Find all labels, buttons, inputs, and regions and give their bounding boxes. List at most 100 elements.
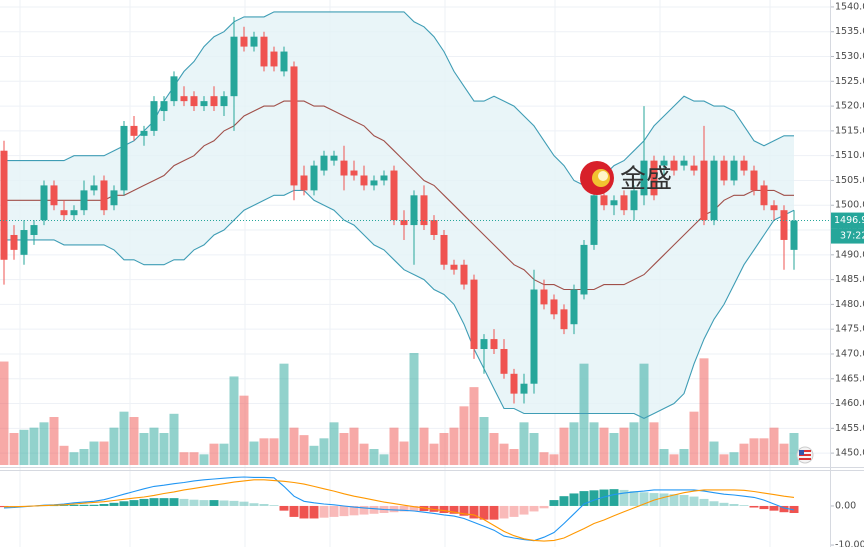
candle-body	[170, 76, 178, 102]
candle-body	[340, 160, 348, 176]
macd-histogram-bar	[779, 505, 789, 513]
candle-body	[160, 101, 168, 112]
macd-histogram-bar	[509, 505, 519, 517]
macd-histogram-bar	[409, 505, 419, 512]
macd-histogram-bar	[709, 501, 719, 506]
candle-body	[140, 130, 148, 136]
y-tick-label: 1480.00	[835, 299, 864, 310]
volume-bar	[0, 361, 9, 465]
candle-body	[10, 234, 18, 250]
candle-body	[710, 160, 718, 221]
y-tick-label: 1470.00	[835, 348, 864, 359]
candle-body	[560, 309, 568, 330]
candle-body	[700, 160, 708, 221]
candle-body	[60, 210, 68, 216]
volume-bar	[289, 427, 299, 465]
macd-histogram-bar	[89, 504, 99, 506]
candle-body	[40, 185, 48, 221]
volume-bar	[479, 417, 489, 465]
macd-histogram-bar	[309, 505, 319, 519]
macd-histogram-bar	[369, 505, 379, 514]
y-tick-label: 1455.00	[835, 423, 864, 434]
macd-histogram-bar	[129, 500, 139, 506]
candle-body	[410, 195, 418, 226]
volume-bar	[389, 427, 399, 465]
volume-bar	[379, 454, 389, 465]
volume-bar	[49, 417, 59, 465]
macd-histogram-bar	[479, 505, 489, 520]
volume-bar	[689, 411, 699, 465]
volume-bar	[679, 449, 689, 465]
macd-histogram-bar	[619, 489, 629, 506]
volume-bar	[439, 433, 449, 465]
volume-bar	[169, 413, 179, 465]
volume-bar	[469, 387, 479, 465]
candle-body	[450, 264, 458, 270]
macd-histogram-bar	[229, 500, 239, 506]
flag-stripe	[799, 450, 811, 452]
volume-bar	[269, 438, 279, 465]
candle-body	[520, 383, 528, 394]
volume-bar	[79, 449, 89, 465]
volume-bar	[699, 358, 709, 465]
y-tick-label: 1535.00	[835, 26, 864, 37]
countdown-box	[831, 228, 864, 244]
y-tick-label: 1540.00	[835, 1, 864, 12]
volume-bar	[19, 429, 29, 465]
candle-body	[370, 180, 378, 186]
macd-histogram-bar	[159, 498, 169, 506]
macd-histogram-bar	[59, 505, 69, 506]
volume-bar	[489, 433, 499, 465]
macd-histogram-bar	[689, 496, 699, 506]
macd-histogram-bar	[579, 491, 589, 506]
volume-bar	[409, 353, 419, 465]
volume-bar	[159, 433, 169, 465]
y-tick-label: 0.00	[835, 500, 856, 511]
candle-body	[390, 170, 398, 221]
volume-bar	[749, 438, 759, 465]
macd-histogram-bar	[489, 505, 499, 520]
candle-body	[430, 220, 438, 235]
candle-body	[720, 160, 728, 181]
candle-body	[20, 230, 28, 255]
macd-histogram-bar	[729, 504, 739, 506]
volume-bar	[339, 433, 349, 465]
candle-body	[30, 225, 38, 235]
countdown-label: 37:22	[840, 231, 864, 242]
candle-body	[670, 160, 678, 171]
candle-body	[530, 289, 538, 384]
candle-body	[690, 165, 698, 171]
candle-body	[270, 51, 278, 67]
y-tick-label: 1465.00	[835, 373, 864, 384]
macd-histogram-bar	[459, 505, 469, 516]
y-tick-label: 1490.00	[835, 249, 864, 260]
volume-bar	[769, 427, 779, 465]
volume-bar	[429, 443, 439, 465]
last-price-label: 1496.91	[834, 215, 864, 226]
candle-body	[0, 150, 8, 260]
flag-stripe	[799, 458, 811, 460]
macd-histogram-bar	[299, 505, 309, 519]
candle-body	[110, 190, 118, 206]
volume-bar	[559, 427, 569, 465]
candle-body	[250, 36, 258, 47]
y-tick-label: 1515.00	[835, 125, 864, 136]
volume-bar	[509, 449, 519, 465]
macd-histogram-bar	[469, 505, 479, 519]
candle-body	[360, 175, 368, 186]
volume-bar	[659, 449, 669, 465]
signal-line	[4, 479, 795, 542]
macd-histogram-bar	[569, 493, 579, 506]
candle-body	[550, 299, 558, 315]
volume-bar	[129, 417, 139, 465]
volume-bar	[549, 454, 559, 465]
candle-body	[290, 66, 298, 186]
macd-histogram-bar	[269, 505, 279, 506]
candle-body	[730, 160, 738, 181]
macd-histogram-bar	[319, 505, 329, 518]
volume-bar	[219, 443, 229, 465]
volume-bar	[729, 452, 739, 465]
volume-bar	[199, 454, 209, 465]
macd-histogram-bar	[669, 494, 679, 506]
